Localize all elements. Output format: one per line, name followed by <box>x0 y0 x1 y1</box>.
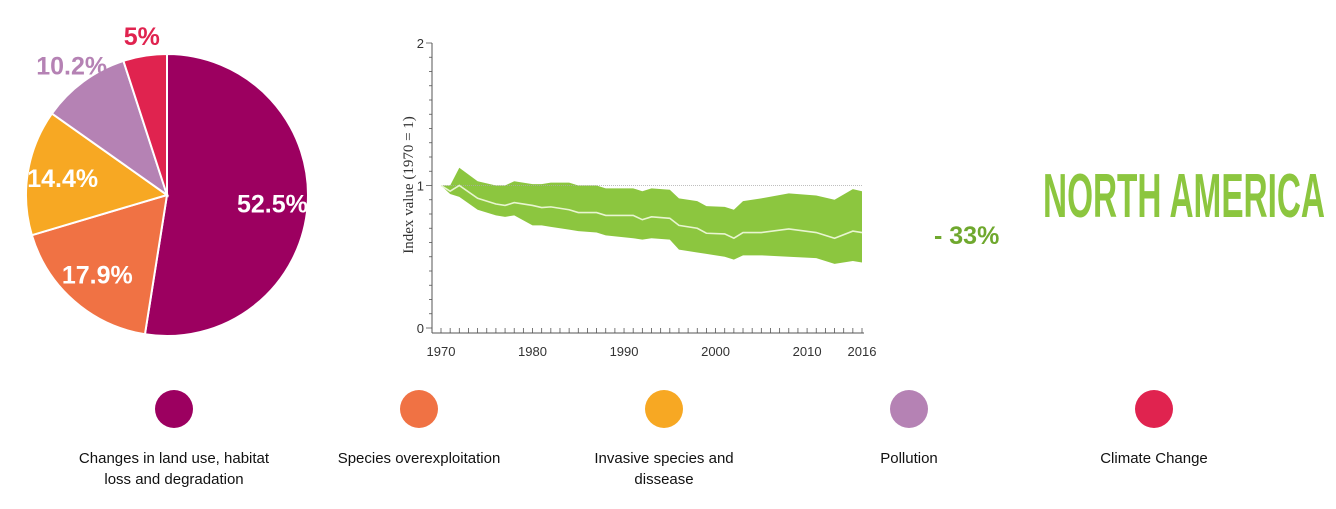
x-tick-label: 1990 <box>610 344 639 359</box>
legend-item: Changes in land use, habitat loss and de… <box>54 390 294 490</box>
legend-label: Species overexploitation <box>337 450 501 467</box>
x-tick-label: 2016 <box>848 344 877 359</box>
legend-swatch <box>155 390 193 428</box>
legend-label: Climate Change <box>1100 450 1208 467</box>
pie-value-label: 10.2% <box>36 53 107 81</box>
x-tick-label: 2010 <box>793 344 822 359</box>
line-chart: 0 1 2 1970 1980 1990 2000 2010 2016 Index value (… <box>401 36 999 359</box>
pie-value-label: 5% <box>124 23 160 51</box>
y-tick-label: 0 <box>417 321 424 336</box>
confidence-band <box>441 167 862 264</box>
x-tick-label: 1970 <box>427 344 456 359</box>
pie-value-label: 14.4% <box>27 165 98 193</box>
y-tick-label: 1 <box>417 179 424 194</box>
legend-swatch <box>400 390 438 428</box>
legend-label: Invasive species and dissease <box>594 450 734 488</box>
legend-item: Climate Change <box>1034 390 1274 469</box>
pie-slice <box>30 193 169 336</box>
legend-item: Species overexploitation <box>299 390 539 469</box>
legend-label: Pollution <box>880 450 938 467</box>
legend-label: Changes in land use, habitat loss and de… <box>78 450 270 488</box>
pie-chart: 52.5% 17.9% 14.4% 10.2% 5% <box>25 23 309 337</box>
pie-value-label: 17.9% <box>62 262 133 290</box>
legend-swatch <box>1135 390 1173 428</box>
change-annotation: - 33% <box>934 222 999 250</box>
legend-item: Pollution <box>789 390 1029 469</box>
pie-slice <box>50 59 169 198</box>
index-line <box>440 184 863 240</box>
y-tick-label: 2 <box>417 36 424 51</box>
y-axis-title: Index value (1970 = 1) <box>401 116 417 254</box>
pie-slice <box>122 52 168 196</box>
x-tick-label: 2000 <box>701 344 730 359</box>
pie-slice <box>25 112 170 237</box>
x-tick-label: 1980 <box>518 344 547 359</box>
region-title: NORTH AMERICA <box>1043 162 1325 231</box>
pie-value-label: 52.5% <box>237 190 308 218</box>
legend-item: Invasive species and dissease <box>544 390 784 490</box>
legend-swatch <box>645 390 683 428</box>
legend-swatch <box>890 390 928 428</box>
pie-slice <box>143 52 309 337</box>
